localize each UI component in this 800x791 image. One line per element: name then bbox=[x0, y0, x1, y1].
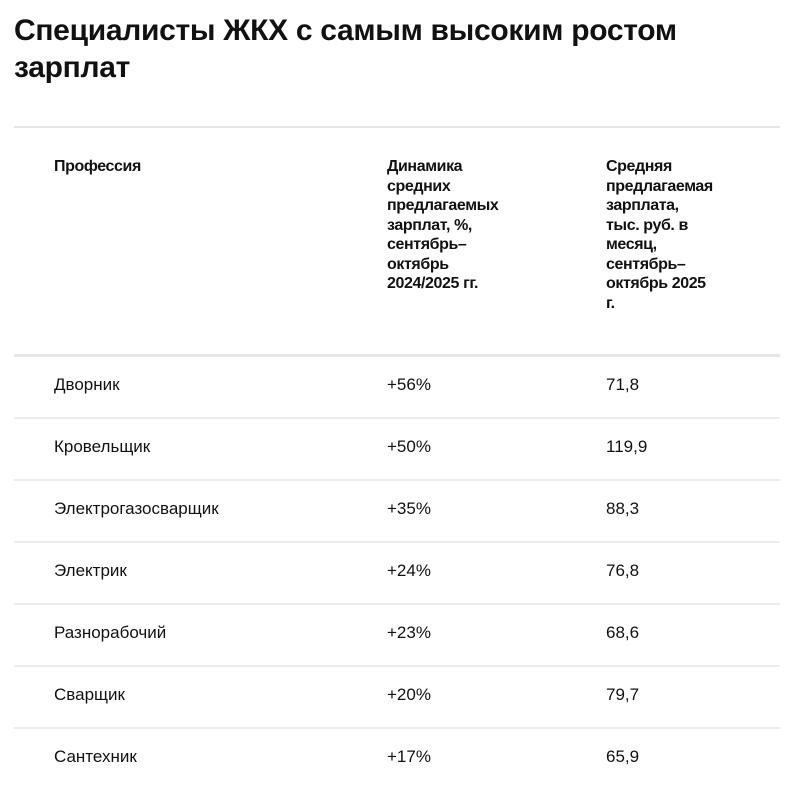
average-salary-cell: 76,8 bbox=[606, 561, 640, 580]
table-row: Сварщик +20% 79,7 bbox=[14, 667, 780, 729]
average-salary-cell: 71,8 bbox=[606, 375, 640, 394]
average-salary-cell: 88,3 bbox=[606, 499, 640, 518]
table-row: Кровельщик +50% 119,9 bbox=[14, 419, 780, 481]
profession-cell: Электрик bbox=[54, 561, 127, 580]
salary-change-cell: +23% bbox=[387, 623, 431, 642]
table-row: Дворник +56% 71,8 bbox=[14, 357, 780, 419]
column-header-average-salary: Средняя предлагаемая зарплата, тыс. руб.… bbox=[606, 158, 713, 312]
header-divider bbox=[14, 354, 780, 357]
column-header-profession: Профессия bbox=[54, 158, 141, 175]
page-title: Специалисты ЖКХ с самым высоким ростом з… bbox=[14, 14, 677, 84]
table-row: Электрогазосварщик +35% 88,3 bbox=[14, 481, 780, 543]
salary-change-cell: +50% bbox=[387, 437, 431, 456]
column-header-salary-change: Динамика средних предлагаемых зарплат, %… bbox=[387, 158, 499, 292]
table-row: Разнорабочий +23% 68,6 bbox=[14, 605, 780, 667]
salary-change-cell: +17% bbox=[387, 747, 431, 766]
table-row: Электрик +24% 76,8 bbox=[14, 543, 780, 605]
average-salary-cell: 119,9 bbox=[606, 437, 648, 456]
profession-cell: Сантехник bbox=[54, 747, 137, 766]
average-salary-cell: 65,9 bbox=[606, 747, 640, 766]
average-salary-cell: 68,6 bbox=[606, 623, 640, 642]
table-row: Сантехник +17% 65,9 bbox=[14, 729, 780, 791]
profession-cell: Сварщик bbox=[54, 685, 125, 704]
profession-cell: Разнорабочий bbox=[54, 623, 167, 642]
profession-cell: Дворник bbox=[54, 375, 120, 394]
salary-change-cell: +20% bbox=[387, 685, 431, 704]
salary-change-cell: +35% bbox=[387, 499, 431, 518]
average-salary-cell: 79,7 bbox=[606, 685, 640, 704]
salary-change-cell: +24% bbox=[387, 561, 431, 580]
profession-cell: Электрогазосварщик bbox=[54, 499, 219, 518]
profession-cell: Кровельщик bbox=[54, 437, 151, 456]
salary-change-cell: +56% bbox=[387, 375, 431, 394]
table-top-divider bbox=[14, 126, 780, 128]
